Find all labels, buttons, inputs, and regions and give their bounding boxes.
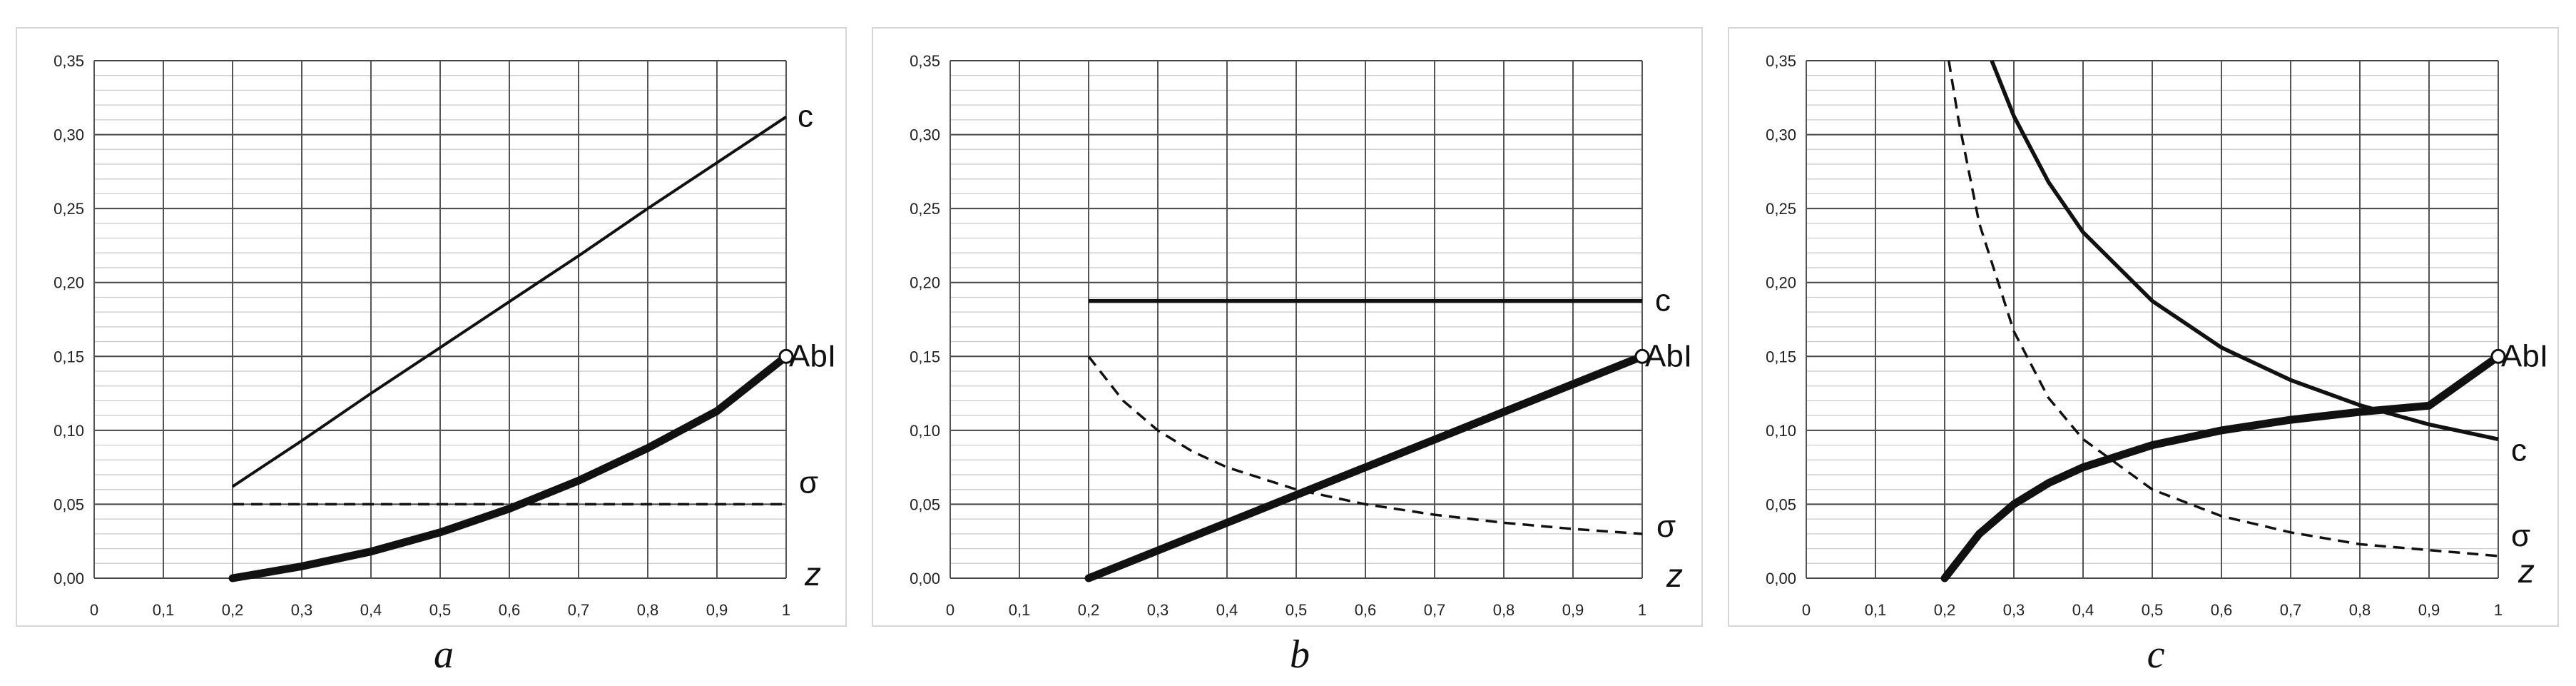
series-line-abi	[228, 352, 790, 582]
x-tick-label: 0,6	[499, 601, 521, 619]
minor-grid-c	[1806, 75, 2498, 564]
y-tick-label: 0,05	[910, 495, 940, 513]
y-tick-label: 0,05	[54, 495, 84, 513]
chart-b-svg: 0,00 0,05 0,10 0,15 0,20 0,25 0,30 0,35 0 0,1 0,2 0…	[910, 52, 1692, 619]
x-tick-label: 0	[90, 601, 98, 619]
x-axis-label: z	[2518, 553, 2535, 590]
y-tick-label: 0,10	[910, 422, 940, 440]
panel-label-b: b	[1290, 632, 1310, 677]
y-tick-label: 0,15	[1766, 348, 1796, 365]
series-label-sigma: σ	[799, 465, 818, 500]
x-tick-label: 0,7	[1424, 601, 1446, 619]
y-tick-label: 0,10	[54, 422, 84, 440]
x-tick-label: 0	[946, 601, 954, 619]
x-tick-label: 0,3	[1147, 601, 1169, 619]
series-line-abi	[1940, 352, 2503, 582]
x-tick-label: 0,5	[429, 601, 452, 619]
end-marker	[2490, 348, 2506, 364]
x-tick-label: 0,4	[360, 601, 382, 619]
series-label-abi: AbI	[789, 338, 836, 373]
series-label-c: c	[798, 99, 813, 134]
x-tick-label: 0,9	[1562, 601, 1584, 619]
series-label-sigma: σ	[2511, 518, 2530, 553]
y-tick-label: 0,00	[910, 570, 940, 587]
y-tick-label: 0,30	[1766, 126, 1796, 144]
x-tick-label: 0,4	[2072, 601, 2094, 619]
x-tick-label: 0,9	[706, 601, 728, 619]
y-tick-label: 0,20	[910, 274, 940, 292]
major-grid-c	[1806, 60, 2499, 579]
end-marker	[1634, 348, 1650, 364]
x-tick-label: 0,1	[1865, 601, 1887, 619]
x-tick-label: 0,3	[291, 601, 313, 619]
chart-panel-c: 0,00 0,05 0,10 0,15 0,20 0,25 0,30 0,35 0 0,1 0,2 0…	[1728, 27, 2559, 627]
x-tick-label: 0,8	[637, 601, 659, 619]
x-tick-label: 0,2	[1934, 601, 1956, 619]
series-line-sigma	[1087, 355, 1643, 535]
y-tick-label: 0,30	[910, 126, 940, 144]
series-label-sigma: σ	[1656, 509, 1676, 544]
y-tick-label: 0,05	[1766, 495, 1796, 513]
y-tick-label: 0,15	[910, 348, 940, 365]
x-tick-label: 0,8	[2349, 601, 2371, 619]
x-tick-label: 0,9	[2418, 601, 2440, 619]
chart-panel-b: 0,00 0,05 0,10 0,15 0,20 0,25 0,30 0,35 0 0,1 0,2 0…	[872, 27, 1703, 627]
x-tick-label: 0,2	[222, 601, 244, 619]
series-label-c: c	[1655, 283, 1671, 318]
y-tick-label: 0,15	[54, 348, 84, 365]
x-tick-label: 0,5	[1286, 601, 1308, 619]
y-tick-label: 0,35	[1766, 52, 1796, 70]
x-tick-label: 1	[2494, 601, 2503, 619]
x-tick-label: 0,1	[153, 601, 175, 619]
x-tick-label: 0,8	[1493, 601, 1515, 619]
x-tick-label: 0,3	[2003, 601, 2025, 619]
x-tick-label: 0,7	[568, 601, 590, 619]
y-tick-label: 0,25	[54, 200, 84, 218]
x-tick-label: 0	[1802, 601, 1811, 619]
y-tick-label: 0,00	[1766, 570, 1796, 587]
panel-label-c: c	[2147, 632, 2165, 677]
y-tick-label: 0,35	[54, 52, 84, 70]
major-grid-b	[950, 60, 1643, 579]
chart-c-svg: 0,00 0,05 0,10 0,15 0,20 0,25 0,30 0,35 0 0,1 0,2 0…	[1766, 52, 2548, 619]
x-tick-label: 0,4	[1216, 601, 1238, 619]
y-tick-label: 0,10	[1766, 422, 1796, 440]
x-tick-label: 0,6	[1355, 601, 1377, 619]
y-tick-label: 0,20	[54, 274, 84, 292]
y-tick-label: 0,20	[1766, 274, 1796, 292]
series-line-abi	[1084, 352, 1646, 582]
series-line-c	[231, 116, 788, 488]
y-tick-label: 0,30	[54, 126, 84, 144]
x-tick-label: 0,2	[1078, 601, 1100, 619]
chart-a-svg: 0,00 0,05 0,10 0,15 0,20 0,25 0,30 0,35 0 0,1 0,2 0…	[54, 52, 836, 619]
end-marker	[778, 348, 794, 364]
x-axis-label: z	[804, 555, 821, 592]
major-grid-a	[93, 60, 787, 579]
y-tick-label: 0,25	[1766, 200, 1796, 218]
y-tick-label: 0,35	[910, 52, 940, 70]
x-tick-label: 1	[782, 601, 790, 619]
series-label-abi: AbI	[1645, 338, 1692, 373]
series-line-c	[1990, 59, 2499, 441]
x-tick-label: 0,1	[1009, 601, 1031, 619]
x-tick-label: 1	[1638, 601, 1646, 619]
panel-label-a: a	[434, 632, 454, 677]
chart-panel-a: 0,00 0,05 0,10 0,15 0,20 0,25 0,30 0,35 0 0,1 0,2 0…	[16, 27, 847, 627]
y-tick-label: 0,25	[910, 200, 940, 218]
x-axis-label: z	[1666, 557, 1683, 594]
x-tick-label: 0,7	[2280, 601, 2302, 619]
y-tick-label: 0,00	[54, 570, 84, 587]
x-tick-label: 0,6	[2211, 601, 2233, 619]
series-label-abi: AbI	[2501, 338, 2548, 373]
series-label-c: c	[2511, 433, 2527, 468]
series-line-sigma	[1948, 60, 2499, 558]
x-tick-label: 0,5	[2142, 601, 2164, 619]
